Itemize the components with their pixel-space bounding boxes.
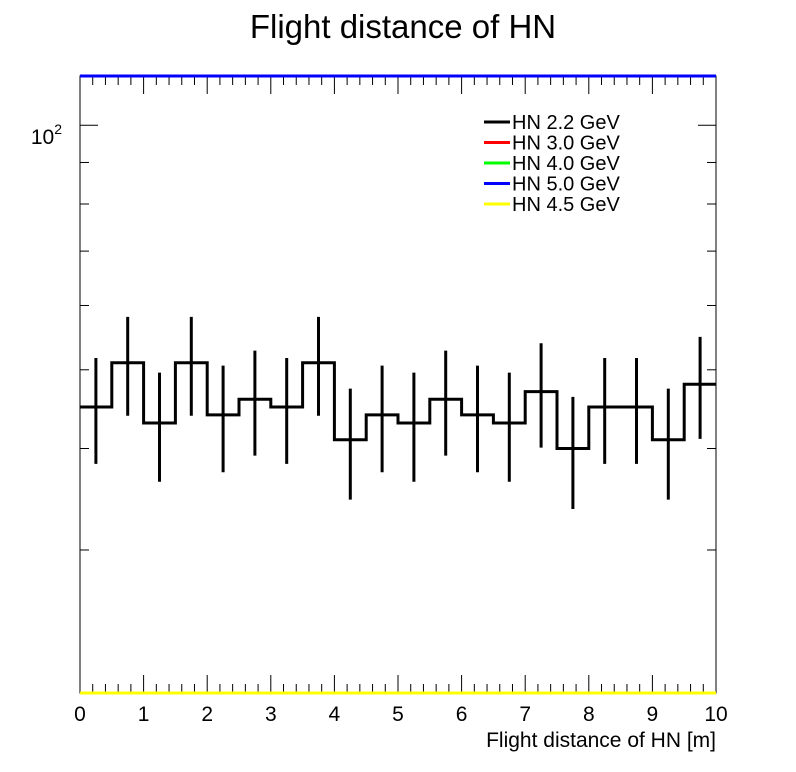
series-step-line <box>80 361 716 451</box>
x-tick-label: 0 <box>74 703 86 726</box>
legend-entry: HN 5.0 GeV <box>484 174 620 196</box>
x-tick-label: 7 <box>519 703 531 726</box>
legend-label: HN 5.0 GeV <box>512 174 620 196</box>
legend-entry: HN 4.5 GeV <box>484 194 620 216</box>
legend-entry: HN 3.0 GeV <box>484 133 620 155</box>
y-tick-label-base: 10 <box>31 126 54 149</box>
x-tick-label: 4 <box>329 703 341 726</box>
series-0 <box>80 316 716 509</box>
svg-text:102: 102 <box>31 121 62 149</box>
chart-title: Flight distance of HN <box>250 8 556 45</box>
legend-label: HN 4.0 GeV <box>512 153 620 175</box>
x-tick-label: 2 <box>201 703 213 726</box>
x-tick-label: 8 <box>583 703 595 726</box>
x-tick-label: 1 <box>138 703 150 726</box>
legend-entry: HN 2.2 GeV <box>484 112 620 134</box>
x-tick-label: 10 <box>704 703 727 726</box>
x-tick-label: 5 <box>392 703 404 726</box>
y-tick-label-exponent: 2 <box>54 121 62 137</box>
x-tick-label: 3 <box>265 703 277 726</box>
legend-label: HN 3.0 GeV <box>512 133 620 155</box>
y-tick-label-100: 102 <box>31 121 62 149</box>
x-tick-label: 6 <box>456 703 468 726</box>
legend-entry: HN 4.0 GeV <box>484 153 620 175</box>
legend-label: HN 2.2 GeV <box>512 112 620 134</box>
x-axis-label: Flight distance of HN [m] <box>486 729 716 752</box>
x-tick-label: 9 <box>647 703 659 726</box>
legend-label: HN 4.5 GeV <box>512 194 620 216</box>
